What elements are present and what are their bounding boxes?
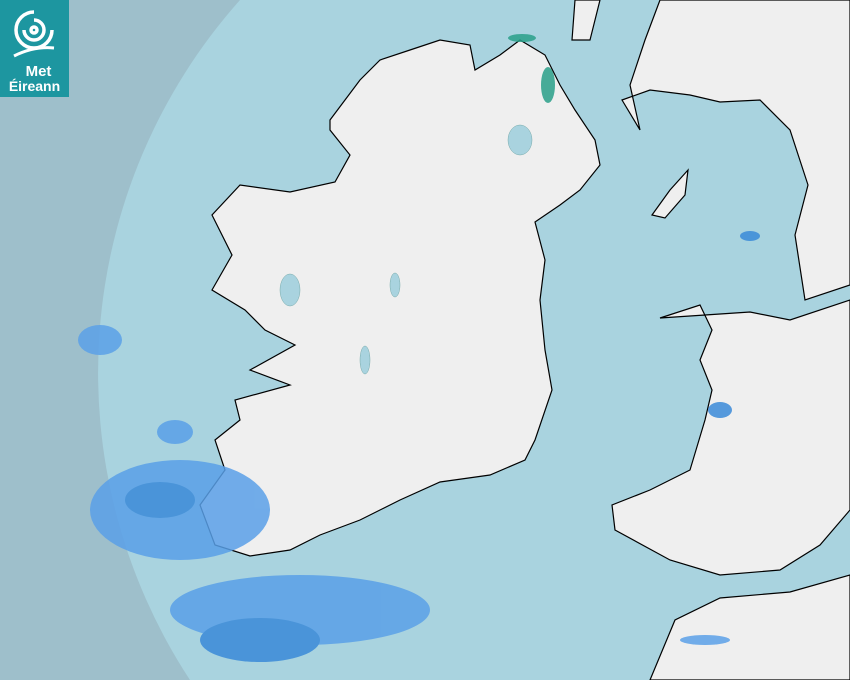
outside-coverage-area [0, 0, 240, 680]
met-eireann-logo: Met Éireann [0, 0, 69, 97]
rain-cell [200, 618, 320, 662]
rain-cell [78, 325, 122, 355]
ireland-landmass [199, 39, 601, 557]
scottish-island [571, 0, 601, 41]
lough-derg [359, 345, 371, 375]
isle-of-man [650, 168, 689, 219]
logo-text-met: Met [25, 63, 52, 80]
scotland-landmass [621, 0, 850, 301]
rain-cell [708, 402, 732, 418]
rain-cell [157, 420, 193, 444]
cornwall-landmass [649, 574, 850, 680]
rain-cell [125, 482, 195, 518]
rain-echoes [78, 34, 760, 662]
rain-cell [508, 34, 536, 42]
wales-england-landmass [611, 299, 850, 576]
rain-cell [740, 231, 760, 241]
rain-cell [680, 635, 730, 645]
lough-ree [389, 272, 401, 298]
rain-cell [541, 67, 555, 103]
swirl-logo-icon [13, 10, 55, 58]
logo-text-eireann: Éireann [8, 78, 61, 94]
lough-neagh [507, 124, 533, 156]
lough-corrib [279, 273, 301, 307]
